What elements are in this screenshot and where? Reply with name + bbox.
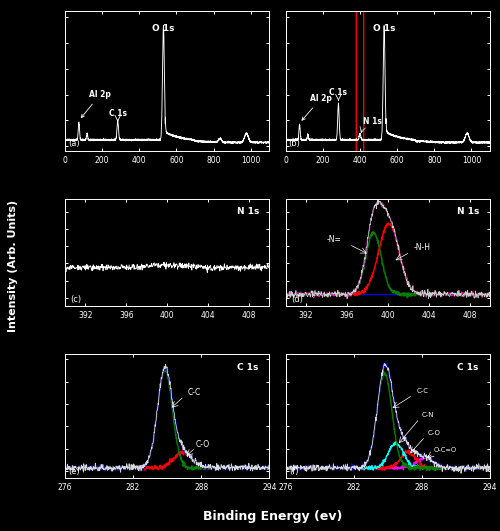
Text: (d): (d) <box>291 295 302 304</box>
Text: Al 2p: Al 2p <box>302 94 332 120</box>
Text: C 1s: C 1s <box>236 363 258 372</box>
Text: N 1s: N 1s <box>363 117 382 126</box>
Text: C-O: C-O <box>428 430 440 436</box>
Text: -N=: -N= <box>327 235 342 244</box>
Text: (e): (e) <box>68 467 80 476</box>
Text: C 1s: C 1s <box>330 88 347 97</box>
Text: C-N: C-N <box>422 413 434 418</box>
Text: Intensity (Arb. Units): Intensity (Arb. Units) <box>8 200 18 331</box>
Text: (b): (b) <box>288 139 300 148</box>
Text: Binding Energy (ev): Binding Energy (ev) <box>203 510 342 523</box>
Text: C 1s: C 1s <box>458 363 478 372</box>
Text: -N-H: -N-H <box>414 243 430 252</box>
Text: O-C=O: O-C=O <box>433 447 456 453</box>
Text: O 1s: O 1s <box>152 23 174 32</box>
Text: (a): (a) <box>68 139 80 148</box>
Text: (f): (f) <box>289 467 298 476</box>
Text: (c): (c) <box>70 295 81 304</box>
Text: N 1s: N 1s <box>236 207 259 216</box>
Text: C-C: C-C <box>188 388 201 397</box>
Text: N 1s: N 1s <box>458 207 480 216</box>
Text: O 1s: O 1s <box>373 23 396 32</box>
Text: C-C: C-C <box>416 388 428 394</box>
Text: C-O: C-O <box>196 440 209 449</box>
Text: C 1s: C 1s <box>109 109 127 118</box>
Text: Al 2p: Al 2p <box>82 90 111 117</box>
